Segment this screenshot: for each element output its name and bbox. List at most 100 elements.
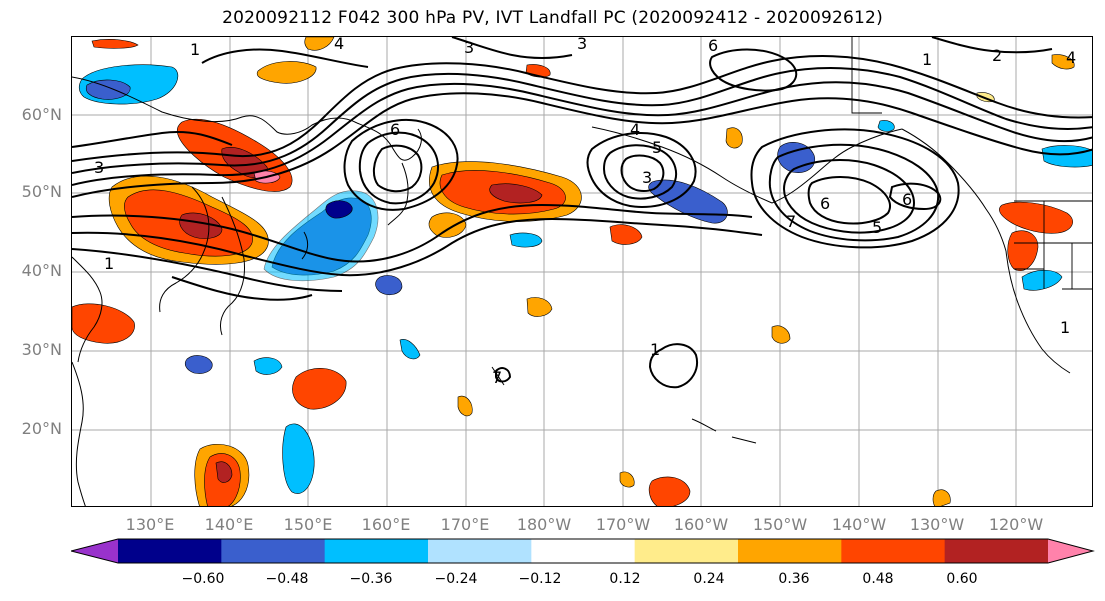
pos-anomaly-south2 [648, 476, 691, 506]
map-canvas: 1 4 3 3 6 1 2 4 6 4 5 3 7 6 5 6 3 1 1 1 … [72, 37, 1092, 506]
contour-label: 3 [577, 37, 587, 53]
neg-anomaly-core [325, 200, 353, 219]
contour-label: 6 [820, 194, 830, 213]
contour-label: 4 [630, 120, 640, 139]
colorbar-tick: −0.12 [518, 571, 562, 587]
pos-anomaly-south1-core [215, 461, 233, 483]
colorbar-tick: 0.12 [609, 571, 641, 587]
lon-label-140e: 140°E [204, 515, 254, 534]
colorbar-tick: 0.48 [862, 571, 894, 587]
pos-anomaly-small-e [619, 471, 635, 488]
contour-label: 6 [708, 37, 718, 55]
neg-anomaly-small4 [1041, 145, 1092, 168]
colorbar-extend-high [1048, 539, 1093, 563]
map-title: 2020092112 F042 300 hPa PV, IVT Landfall… [222, 8, 883, 28]
pos-anomaly-pacific1 [292, 368, 347, 410]
neg-anomaly-small3 [509, 232, 543, 248]
contour-label: 1 [922, 50, 932, 69]
colorbar-tick: −0.24 [434, 571, 478, 587]
colorbar-segment [221, 539, 326, 563]
gridlines [72, 37, 1092, 506]
contour-label: 5 [652, 138, 662, 157]
neg-anomaly-small1 [184, 355, 213, 374]
contour-label: 7 [786, 212, 796, 231]
colorbar-tick: 0.24 [693, 571, 725, 587]
lon-label-150w: 150°W [752, 515, 808, 534]
lon-label-140w: 140°W [831, 515, 887, 534]
colorbar-segment [738, 539, 842, 563]
lon-label-180w: 180°W [516, 515, 572, 534]
colorbar-tick: −0.60 [181, 571, 225, 587]
pos-anomaly-small-c [526, 297, 553, 317]
neg-anomaly-gulf [648, 179, 728, 224]
coastlines [72, 76, 1071, 506]
contour-label: 7 [492, 368, 502, 387]
contour-label: 6 [902, 190, 912, 209]
lon-label-160e: 160°E [361, 515, 411, 534]
pos-anomaly-small-b [457, 395, 473, 417]
colorbar-tick: 0.36 [778, 571, 810, 587]
contour-label: 1 [104, 254, 114, 273]
contour-label: 3 [464, 38, 474, 57]
neg-anomaly-south [282, 423, 315, 494]
pos-anomaly-west-edge [72, 303, 135, 344]
pos-anomaly-japan-core [179, 212, 223, 239]
neg-anomaly-kamchatka-outer [263, 190, 379, 282]
lon-label-170e: 170°E [440, 515, 490, 534]
lat-label-50n: 50°N [21, 182, 62, 201]
lat-label-30n: 30°N [21, 340, 62, 359]
pv-shading [72, 37, 1092, 506]
neg-anomaly-nw-core [85, 79, 131, 100]
pos-anomaly-central-core [489, 183, 543, 204]
pos-anomaly-westcoast [999, 201, 1073, 234]
political-borders [851, 37, 1092, 290]
colorbar-segment [634, 539, 739, 563]
contour-label: 5 [872, 218, 882, 237]
lon-label-120w: 120°W [988, 515, 1044, 534]
pos-anomaly-central-tail [428, 212, 467, 238]
colorbar-tick: 0.60 [946, 571, 978, 587]
lon-label-150e: 150°E [283, 515, 333, 534]
colorbar-segments [71, 538, 1095, 564]
lon-label-170w: 170°W [595, 515, 651, 534]
neg-anomaly-small7 [399, 339, 421, 360]
pv-contours [72, 37, 1092, 389]
colorbar-tick: −0.48 [265, 571, 309, 587]
pos-anomaly-small-l [1051, 54, 1075, 70]
contour-label: 1 [1060, 318, 1070, 337]
contour-label: 1 [190, 40, 200, 59]
map-panel: 1 4 3 3 6 1 2 4 6 4 5 3 7 6 5 6 3 1 1 1 … [71, 36, 1093, 507]
colorbar-extend-low [71, 539, 118, 563]
pos-anomaly-small-g [91, 39, 139, 49]
colorbar-segment [944, 539, 1049, 563]
lat-label-40n: 40°N [21, 261, 62, 280]
neg-anomaly-small6 [253, 357, 283, 375]
lon-label-160w: 160°W [673, 515, 729, 534]
contour-label: 4 [334, 37, 344, 53]
colorbar-outline [71, 538, 1095, 564]
colorbar [71, 538, 1095, 564]
colorbar-segment [428, 539, 532, 563]
colorbar-segment [841, 539, 946, 563]
lon-label-130e: 130°E [125, 515, 175, 534]
pos-anomaly-small-a [609, 224, 643, 245]
contour-label: 3 [642, 168, 652, 187]
colorbar-segment [531, 539, 636, 563]
colorbar-segment [324, 539, 429, 563]
pos-anomaly-small-d [771, 325, 791, 344]
contour-labels: 1 4 3 3 6 1 2 4 6 4 5 3 7 6 5 6 3 1 1 1 … [94, 37, 1076, 387]
colorbar-segment [118, 539, 222, 563]
contour-label: 1 [650, 340, 660, 359]
colorbar-tick: −0.36 [349, 571, 393, 587]
pos-anomaly-westcoast2 [1007, 230, 1039, 271]
pos-anomaly-small-j [932, 489, 951, 506]
lat-label-20n: 20°N [21, 419, 62, 438]
lon-label-130w: 130°W [909, 515, 965, 534]
neg-anomaly-small2 [375, 275, 403, 296]
pos-anomaly-small-h [725, 127, 743, 149]
contour-label: 6 [390, 120, 400, 139]
neg-anomaly-small8 [877, 120, 895, 132]
contour-label: 4 [1066, 48, 1076, 67]
pos-anomaly-small-k [304, 37, 335, 51]
contour-label: 3 [94, 158, 104, 177]
